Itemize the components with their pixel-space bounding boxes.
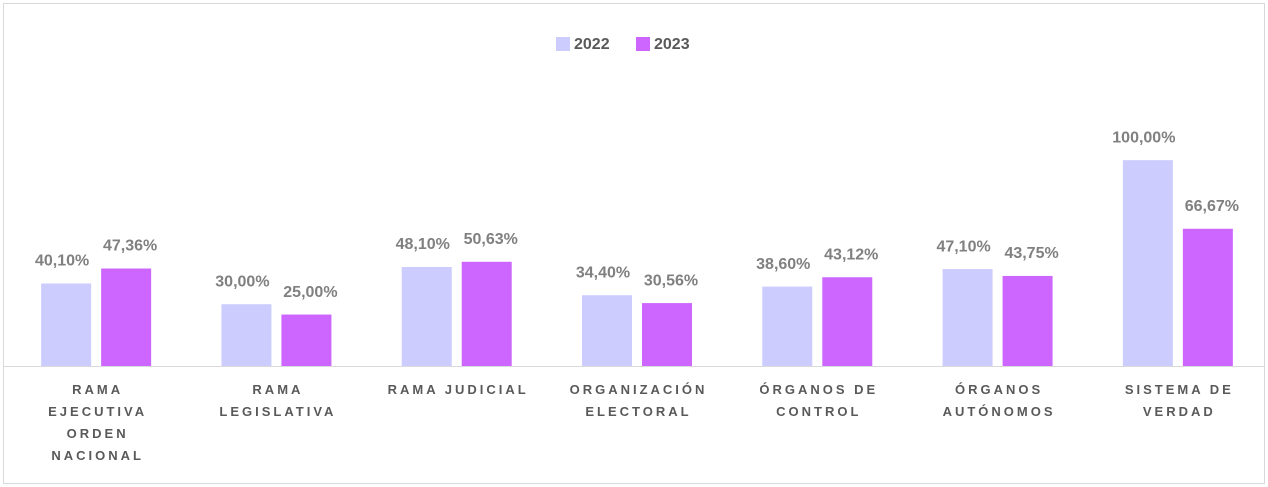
data-label: 25,00% [283,284,337,301]
data-label: 47,10% [936,238,990,255]
bar [461,261,512,366]
x-tick-label: SISTEMA DE VERDAD [1124,382,1234,419]
legend-swatch [636,37,650,51]
data-label: 66,67% [1185,198,1239,215]
data-label: 30,00% [215,273,269,290]
bar [281,314,332,366]
legend-swatch [556,37,570,51]
bar [221,304,272,366]
x-tick-label: RAMA EJECUTIVA ORDEN NACIONAL [48,382,148,463]
frame [3,3,1265,484]
bar [1002,275,1053,366]
bar [582,295,632,366]
bar [642,303,692,366]
data-label: 30,56% [644,272,698,289]
data-label: 47,36% [103,238,157,255]
x-tick-label: RAMA LEGISLATIVA [219,382,337,419]
data-label: 40,10% [35,253,89,270]
x-tick-label: ÓRGANOS AUTÓNOMOS [942,382,1056,419]
data-label: 50,63% [464,231,518,248]
data-label: 34,40% [576,264,630,281]
data-label: 43,12% [824,246,878,263]
bar [101,268,152,366]
bar [1182,228,1233,366]
bar [41,283,92,366]
data-label: 100,00% [1112,129,1175,146]
x-tick-label: RAMA JUDICIAL [387,382,529,397]
x-tick-label: ÓRGANOS DE CONTROL [759,382,879,419]
bar [401,266,452,366]
data-label: 38,60% [756,256,810,273]
bar [1122,160,1173,366]
data-label: 48,10% [396,236,450,253]
legend-label: 2023 [654,36,690,53]
data-label: 43,75% [1004,245,1058,262]
bar [942,269,993,366]
bar [822,277,873,366]
x-tick-label: ORGANIZACIÓN ELECTORAL [569,382,708,419]
bar [762,286,813,366]
legend-label: 2022 [574,36,610,53]
